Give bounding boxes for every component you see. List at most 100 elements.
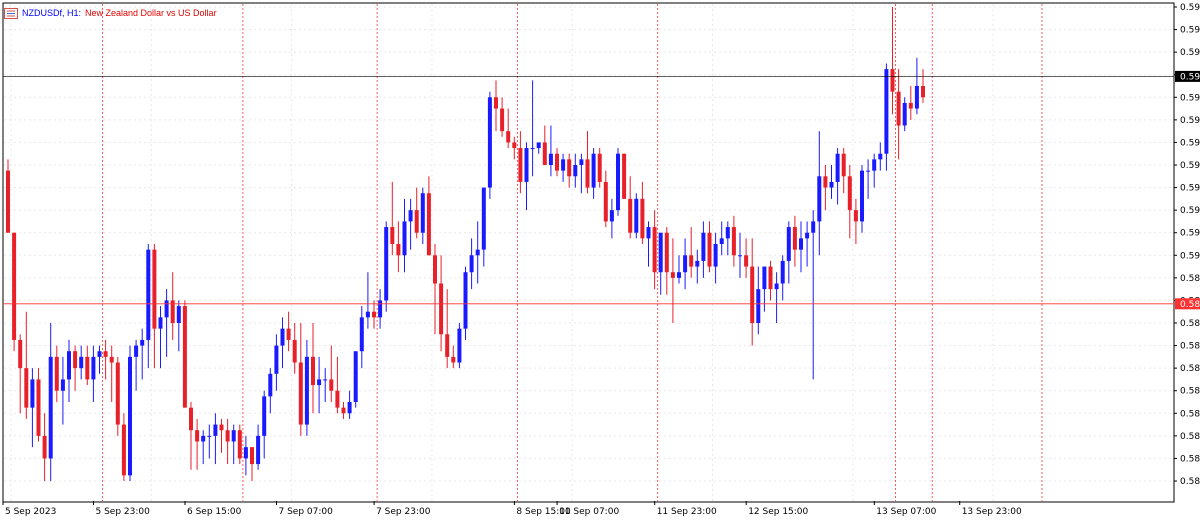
candle xyxy=(567,153,572,188)
price-tick-label: 0.59200 xyxy=(1180,138,1200,148)
candle-body xyxy=(762,266,767,290)
candle-body xyxy=(548,153,553,165)
candle xyxy=(463,266,468,340)
candle-body xyxy=(524,148,529,182)
candle xyxy=(372,300,376,329)
candle xyxy=(378,289,383,329)
candle xyxy=(329,345,334,402)
candle-body xyxy=(195,430,200,442)
price-tick-label: 0.58640 xyxy=(1180,454,1200,464)
candle xyxy=(829,165,834,199)
support-price-label: 0.58914 xyxy=(1175,298,1200,310)
candle-body xyxy=(24,368,29,408)
candle xyxy=(182,300,187,408)
candle-body xyxy=(378,300,383,318)
candle-body xyxy=(103,351,108,357)
candle-body xyxy=(512,142,517,149)
candle xyxy=(12,232,17,352)
candle-body xyxy=(170,300,175,323)
candle xyxy=(896,69,901,160)
candle-body xyxy=(42,435,47,459)
candle-body xyxy=(97,351,102,357)
time-axis[interactable]: 5 Sep 2023 5 Sep 23:00 6 Sep 15:00 7 Sep 07… xyxy=(2,501,1022,517)
candle-body xyxy=(603,181,608,222)
candle-body xyxy=(530,148,535,150)
candle-body xyxy=(73,351,78,369)
candle-body xyxy=(853,210,858,222)
candle xyxy=(152,244,157,369)
candle xyxy=(701,221,706,278)
candle-body xyxy=(750,266,755,323)
candle xyxy=(792,215,797,267)
candle xyxy=(518,131,523,194)
price-tick-label: 0.59440 xyxy=(1180,3,1200,13)
candle xyxy=(250,447,254,481)
candle-body xyxy=(115,362,120,425)
candle xyxy=(548,125,553,177)
candle xyxy=(426,176,431,256)
candle xyxy=(622,153,627,199)
candle xyxy=(744,238,749,278)
candle xyxy=(268,368,273,414)
candle-body xyxy=(152,249,157,329)
candle xyxy=(451,345,456,369)
candle xyxy=(42,413,47,481)
candle-body xyxy=(719,238,724,244)
candle xyxy=(494,80,498,132)
candle-body xyxy=(658,232,663,273)
candle-body xyxy=(738,255,742,257)
candle-body xyxy=(329,379,334,391)
candle xyxy=(445,289,450,369)
candle-body xyxy=(225,430,230,442)
candle xyxy=(121,413,126,481)
candle xyxy=(591,148,596,199)
candle xyxy=(835,148,840,205)
price-tick-label: 0.59160 xyxy=(1180,161,1200,171)
candle xyxy=(256,424,261,470)
candle xyxy=(658,232,663,295)
candle-body xyxy=(628,198,633,233)
candles xyxy=(6,7,925,481)
candle-body xyxy=(744,255,749,267)
candle xyxy=(731,215,736,267)
candle-body xyxy=(646,227,651,239)
candle xyxy=(115,356,120,436)
candle xyxy=(469,238,474,290)
price-axis[interactable]: 0.594400.594000.593600.593200.592800.592… xyxy=(1174,3,1200,487)
candle xyxy=(243,435,248,476)
price-tick-label: 0.59080 xyxy=(1180,206,1200,216)
candle-body xyxy=(725,227,730,239)
candle-body xyxy=(506,131,511,143)
candle-body xyxy=(243,447,248,459)
candle xyxy=(304,339,309,436)
candle xyxy=(603,170,608,228)
candle xyxy=(866,159,871,199)
candle-body xyxy=(835,153,840,182)
candle-body xyxy=(872,159,877,171)
candle-body xyxy=(54,356,59,391)
candle xyxy=(707,221,712,273)
candle-body xyxy=(426,193,431,256)
time-tick-label: 8 Sep 15:00 xyxy=(516,507,571,517)
candle xyxy=(402,198,407,273)
candle-body xyxy=(304,356,309,425)
time-tick-label: 12 Sep 15:00 xyxy=(748,507,808,517)
candle xyxy=(390,181,395,256)
candle-body xyxy=(731,227,736,256)
candle xyxy=(36,368,41,442)
candle-body xyxy=(475,249,480,256)
candle xyxy=(683,238,688,290)
candle xyxy=(420,187,425,244)
candle-body xyxy=(201,435,206,442)
candle xyxy=(176,300,181,352)
candle xyxy=(780,255,785,301)
candle-body xyxy=(207,435,212,437)
candle xyxy=(530,80,535,177)
candle-body xyxy=(451,356,456,363)
candle xyxy=(506,108,511,149)
candle-body xyxy=(176,306,181,323)
candle xyxy=(817,131,822,256)
candle-body xyxy=(30,379,35,408)
